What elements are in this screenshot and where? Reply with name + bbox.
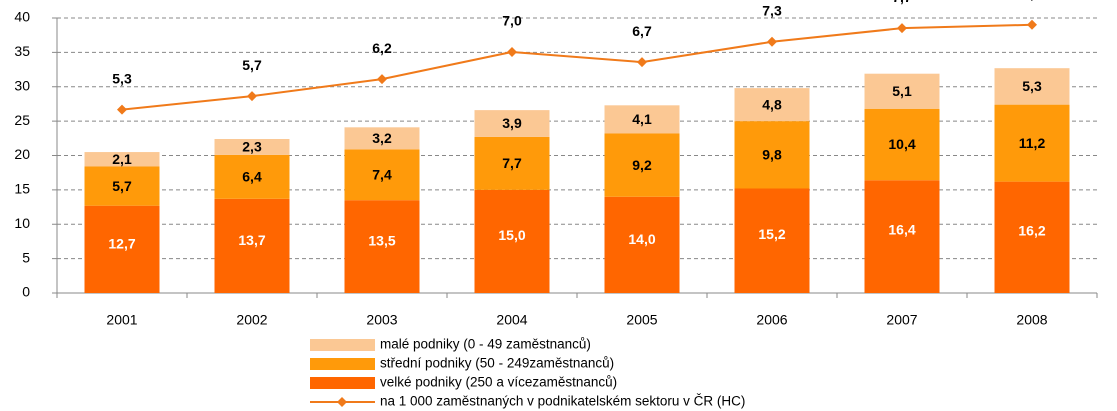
value-label: 16,2 [1018, 222, 1045, 238]
bar-segment [604, 196, 680, 293]
bar-segment [994, 104, 1070, 182]
value-label: 13,5 [368, 233, 395, 249]
legend-label: na 1 000 zaměstnaných v podnikatelském s… [380, 394, 745, 409]
bar-segment [604, 105, 680, 134]
y-tick-label: 20 [14, 146, 30, 162]
y-tick-label: 25 [14, 112, 30, 128]
bar-segment [734, 121, 810, 189]
line-value-label: 7,7 [892, 0, 912, 5]
y-tick-label: 5 [22, 249, 30, 265]
bar-segment [994, 181, 1070, 293]
bar-segment [84, 166, 160, 206]
bar-segment [604, 133, 680, 197]
value-label: 4,1 [632, 111, 652, 127]
bar-segment [214, 198, 290, 293]
bar-segment [734, 88, 810, 122]
value-label: 16,4 [888, 222, 915, 238]
value-label: 5,1 [892, 83, 912, 99]
x-tick-label: 2004 [496, 312, 527, 328]
legend-swatch [310, 339, 375, 351]
value-label: 5,7 [112, 178, 132, 194]
bar-segment [474, 136, 550, 190]
line-value-label: 6,2 [372, 40, 392, 56]
value-label: 13,7 [238, 232, 265, 248]
legend-label: malé podniky (0 - 49 zaměstnanců) [380, 337, 591, 352]
value-label: 5,3 [1022, 78, 1042, 94]
line-marker [377, 74, 387, 85]
bar-segment [214, 139, 290, 155]
bar-segment [474, 189, 550, 293]
value-label: 9,8 [762, 147, 782, 163]
line-value-label: 5,3 [112, 70, 132, 86]
line-marker [247, 91, 257, 102]
x-tick-label: 2003 [366, 312, 397, 328]
legend-marker [337, 397, 347, 407]
bar-segment [864, 73, 940, 109]
value-label: 9,2 [632, 157, 652, 173]
x-tick-label: 2002 [236, 312, 267, 328]
y-tick-label: 35 [14, 43, 30, 59]
value-label: 14,0 [628, 231, 655, 247]
bar-segment [734, 188, 810, 293]
bar-segment [864, 180, 940, 293]
line-marker [507, 46, 517, 57]
value-label: 15,2 [758, 226, 785, 242]
y-tick-label: 10 [14, 215, 30, 231]
bar-segment [84, 152, 160, 167]
line-value-label: 7,8 [1022, 0, 1042, 1]
legend-swatch [310, 358, 375, 370]
bar-segment [344, 200, 420, 293]
line-value-label: 6,7 [632, 23, 652, 39]
line-value-label: 7,0 [502, 13, 522, 29]
line-marker [1027, 19, 1037, 30]
line-marker [637, 57, 647, 68]
bar-segment [994, 68, 1070, 105]
value-label: 3,9 [502, 115, 522, 131]
bar-segment [474, 110, 550, 137]
line-marker [897, 23, 907, 34]
y-tick-label: 40 [14, 9, 30, 25]
value-label: 12,7 [108, 236, 135, 252]
legend-label: střední podniky (50 - 249zaměstnanců) [380, 356, 614, 371]
bar-segment [344, 127, 420, 150]
line [121, 23, 1033, 111]
value-label: 2,3 [242, 139, 262, 155]
value-label: 6,4 [242, 169, 262, 185]
value-label: 10,4 [888, 136, 915, 152]
y-tick-label: 0 [22, 284, 30, 300]
value-label: 15,0 [498, 227, 525, 243]
x-tick-label: 2007 [886, 312, 917, 328]
x-tick-label: 2005 [626, 312, 657, 328]
bar-segment [84, 205, 160, 293]
y-tick-label: 30 [14, 77, 30, 93]
value-label: 3,2 [372, 130, 392, 146]
x-tick-label: 2006 [756, 312, 787, 328]
line-value-label: 5,7 [242, 57, 262, 73]
line-marker [767, 36, 777, 47]
y-tick-label: 15 [14, 181, 30, 197]
value-label: 4,8 [762, 96, 782, 112]
legend-swatch [310, 377, 375, 389]
bar-segment [214, 154, 290, 199]
value-label: 7,4 [372, 166, 392, 182]
value-label: 2,1 [112, 151, 132, 167]
line-marker [117, 104, 127, 115]
bar-segment [344, 149, 420, 201]
value-label: 7,7 [502, 155, 522, 171]
bar-segment [864, 108, 940, 181]
x-tick-label: 2001 [106, 312, 137, 328]
line-value-label: 7,3 [762, 2, 782, 18]
legend-label: velké podniky (250 a vícezaměstnanců) [380, 375, 617, 390]
x-tick-label: 2008 [1016, 312, 1047, 328]
value-label: 11,2 [1019, 135, 1046, 151]
